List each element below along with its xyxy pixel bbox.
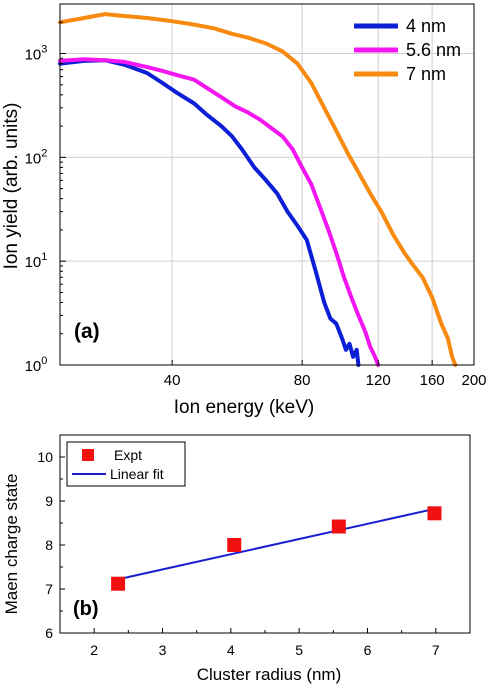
panel-a-ion-spectra: 40 80 120 160 200 100 101 102 103 4 nm 5.6 nm 7 nm… <box>1 3 487 418</box>
y-tick-label: 102 <box>25 147 48 167</box>
panel-a-ticks: 40 80 120 160 200 100 101 102 103 <box>25 3 487 389</box>
x-tick-label: 5 <box>295 642 303 658</box>
x-tick-label: 7 <box>432 642 440 658</box>
y-tick-label: 8 <box>45 537 53 553</box>
x-tick-label: 80 <box>294 372 311 389</box>
x-tick-label: 4 <box>227 642 235 658</box>
legend-label: Expt <box>114 447 142 463</box>
panel-b-label: (b) <box>73 598 99 620</box>
y-tick-label: 7 <box>45 581 53 597</box>
x-tick-label: 2 <box>90 642 98 658</box>
y-tick-label: 10 <box>37 449 53 465</box>
panel-b-legend: Expt Linear fit <box>66 441 186 487</box>
panel-a-series <box>58 12 458 367</box>
legend-label: 7 nm <box>406 64 446 84</box>
data-point <box>111 576 126 591</box>
y-tick-label: 6 <box>45 625 53 641</box>
panel-a-label: (a) <box>74 320 100 343</box>
y-tick-label: 103 <box>25 44 48 64</box>
legend-label: 5.6 nm <box>406 40 461 60</box>
y-tick-label: 101 <box>25 251 48 271</box>
x-tick-label: 3 <box>159 642 167 658</box>
panel-a-legend: 4 nm 5.6 nm 7 nm <box>354 16 461 84</box>
data-point <box>227 538 242 552</box>
x-tick-label: 6 <box>364 642 372 658</box>
legend-swatch <box>82 449 94 461</box>
y-tick-label: 9 <box>45 493 53 509</box>
panel-b-series <box>111 506 442 591</box>
x-tick-label: 40 <box>164 372 181 389</box>
panel-a-x-axis-label: Ion energy (keV) <box>174 397 314 418</box>
data-point <box>331 519 346 534</box>
legend-label: Linear fit <box>110 466 164 482</box>
series-line <box>58 57 381 367</box>
x-tick-label: 120 <box>366 372 391 389</box>
panel-b-y-axis-label: Maen charge state <box>2 474 21 615</box>
panel-a-frame <box>59 3 475 366</box>
series-line <box>58 12 458 367</box>
data-point <box>427 506 442 521</box>
panel-b-x-axis-label: Cluster radius (nm) <box>197 665 342 684</box>
series-line <box>58 58 361 367</box>
x-tick-label: 200 <box>461 372 486 389</box>
y-tick-label: 100 <box>25 355 48 375</box>
panel-a-y-axis-label: Ion yield (arb. units) <box>1 103 22 270</box>
legend-label: 4 nm <box>406 16 446 36</box>
x-tick-label: 160 <box>420 372 445 389</box>
panel-b-charge-state: 2 3 4 5 6 7 6 7 8 9 10 Expt Linear fit (b) Cluster … <box>2 434 471 684</box>
fit-line <box>117 507 435 581</box>
panel-b-ticks: 2 3 4 5 6 7 6 7 8 9 10 <box>37 434 471 658</box>
